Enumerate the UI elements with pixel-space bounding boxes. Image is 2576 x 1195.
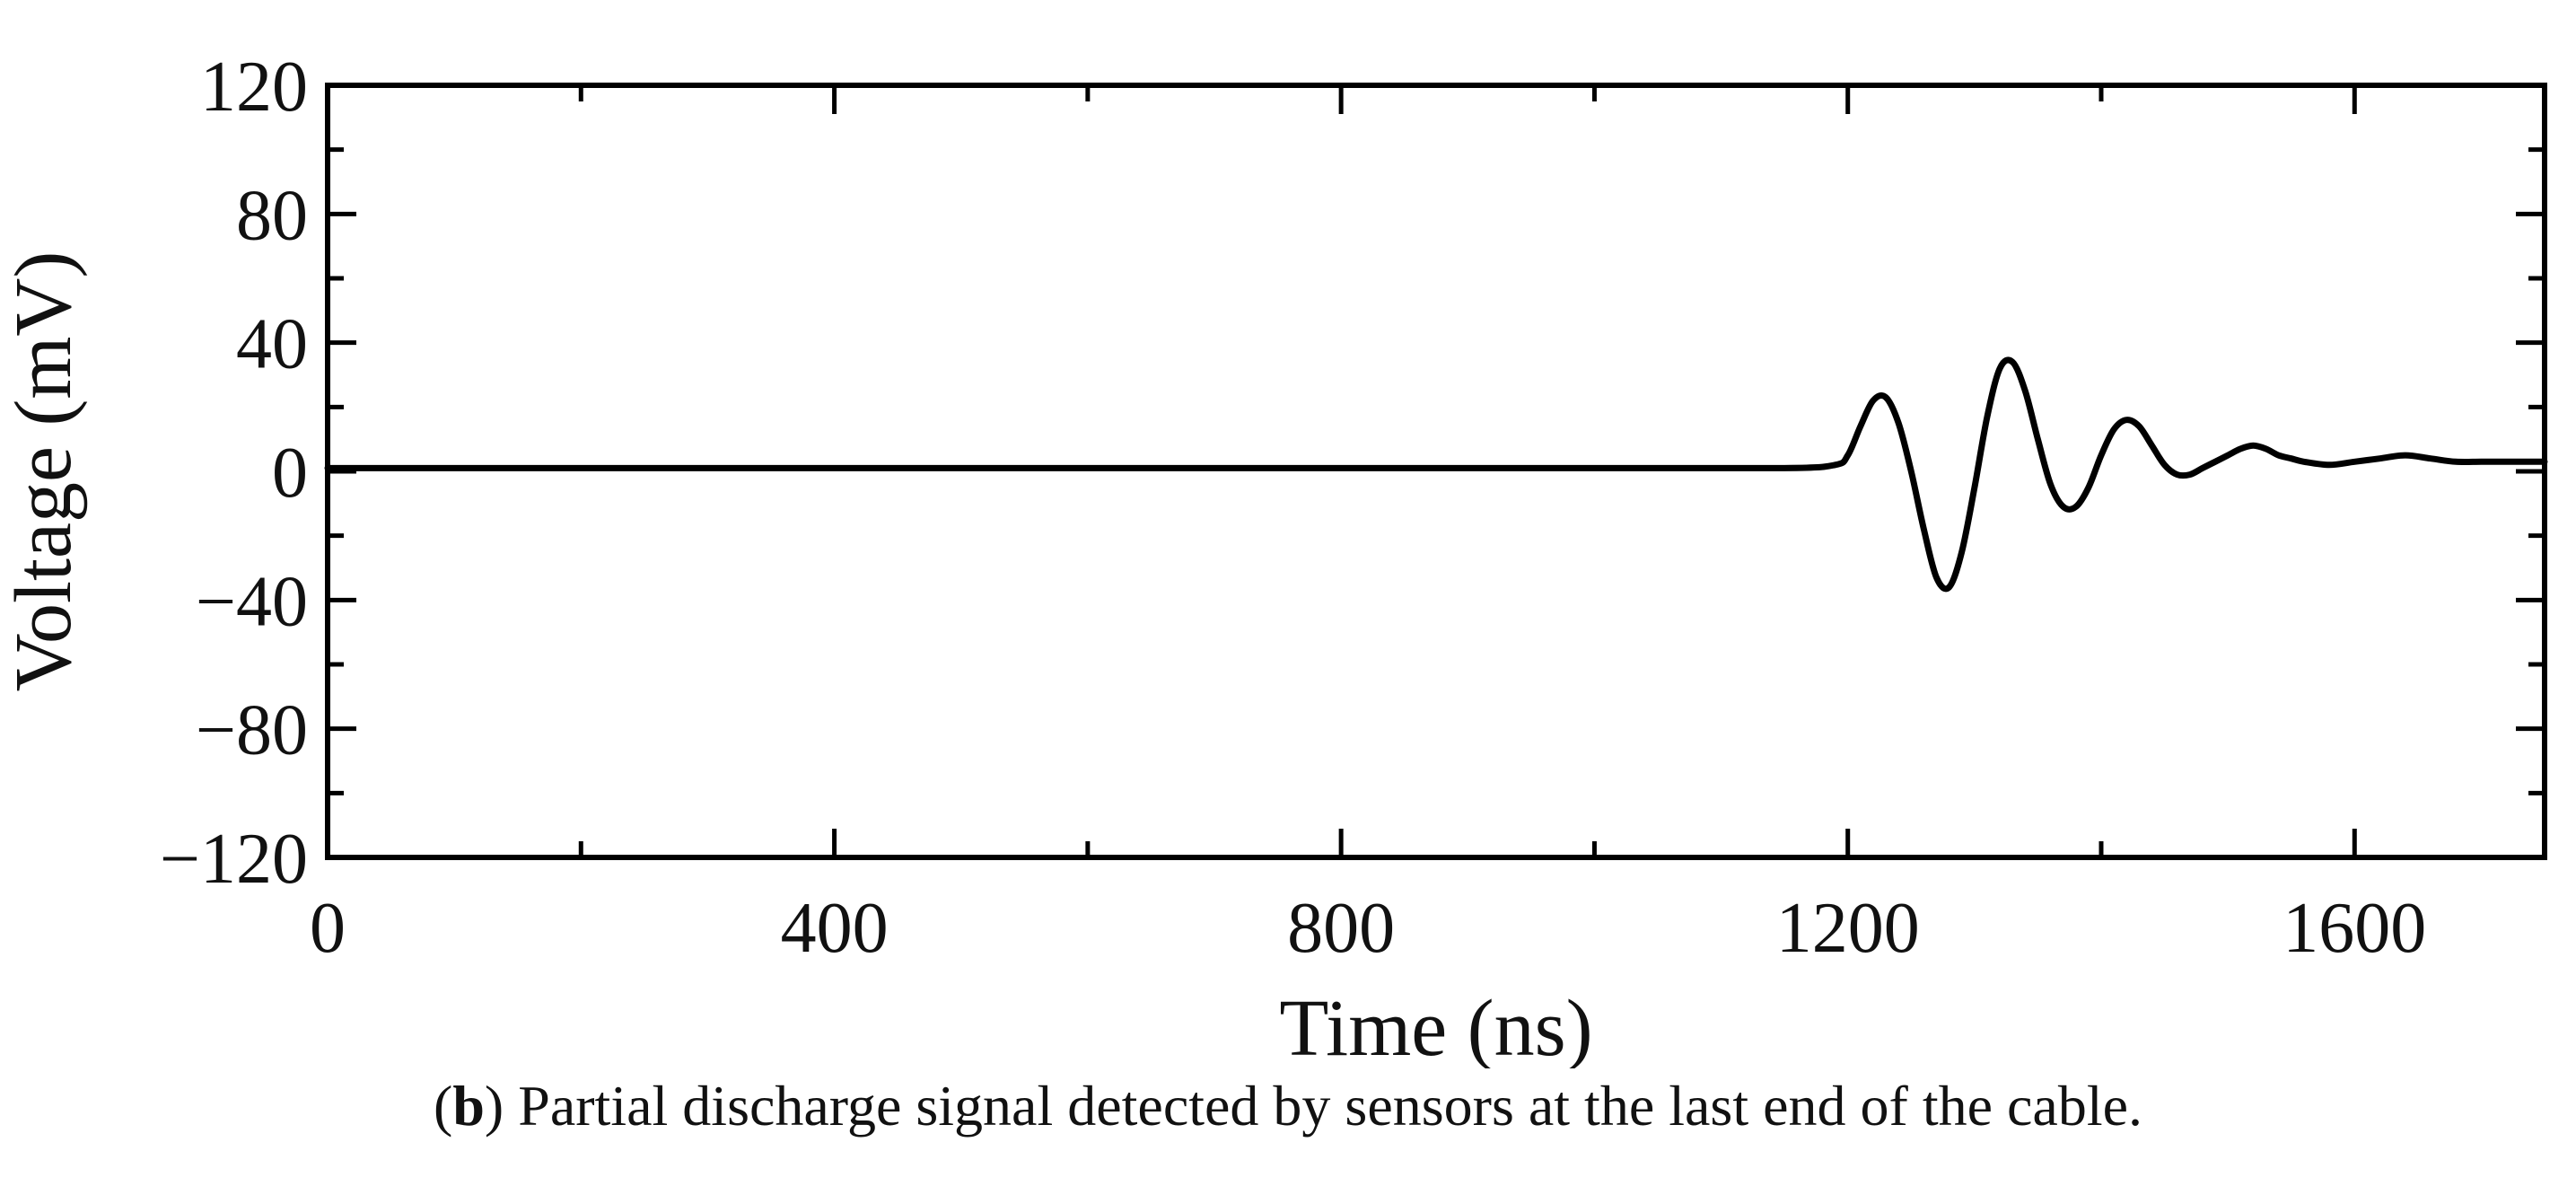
x-tick-label: 0 [310,889,346,968]
y-tick-label: −80 [196,691,308,770]
x-tick-label: 1600 [2282,889,2426,968]
y-tick-label: 80 [236,176,308,255]
y-axis-title: Voltage (mV) [0,251,88,692]
series-line-voltage [324,356,2548,593]
y-tick-label: 0 [272,434,308,513]
x-tick-label: 400 [781,889,889,968]
plot-frame [325,83,2547,860]
figure-caption: (b) Partial discharge signal detected by… [0,1073,2576,1139]
y-tick-label: −40 [196,562,308,641]
caption-label: b [452,1074,485,1138]
y-tick-label: −120 [160,820,308,899]
x-tick-label: 800 [1287,889,1395,968]
x-tick-label: 1200 [1776,889,1920,968]
x-axis-title: Time (ns) [1279,984,1592,1068]
y-tick-label: 40 [236,305,308,384]
caption-open-paren: ( [434,1074,453,1138]
caption-text: Partial discharge signal detected by sen… [504,1074,2142,1138]
ticks-layer [328,85,2545,857]
y-tick-label: 120 [200,48,308,127]
caption-close-paren: ) [484,1074,504,1138]
